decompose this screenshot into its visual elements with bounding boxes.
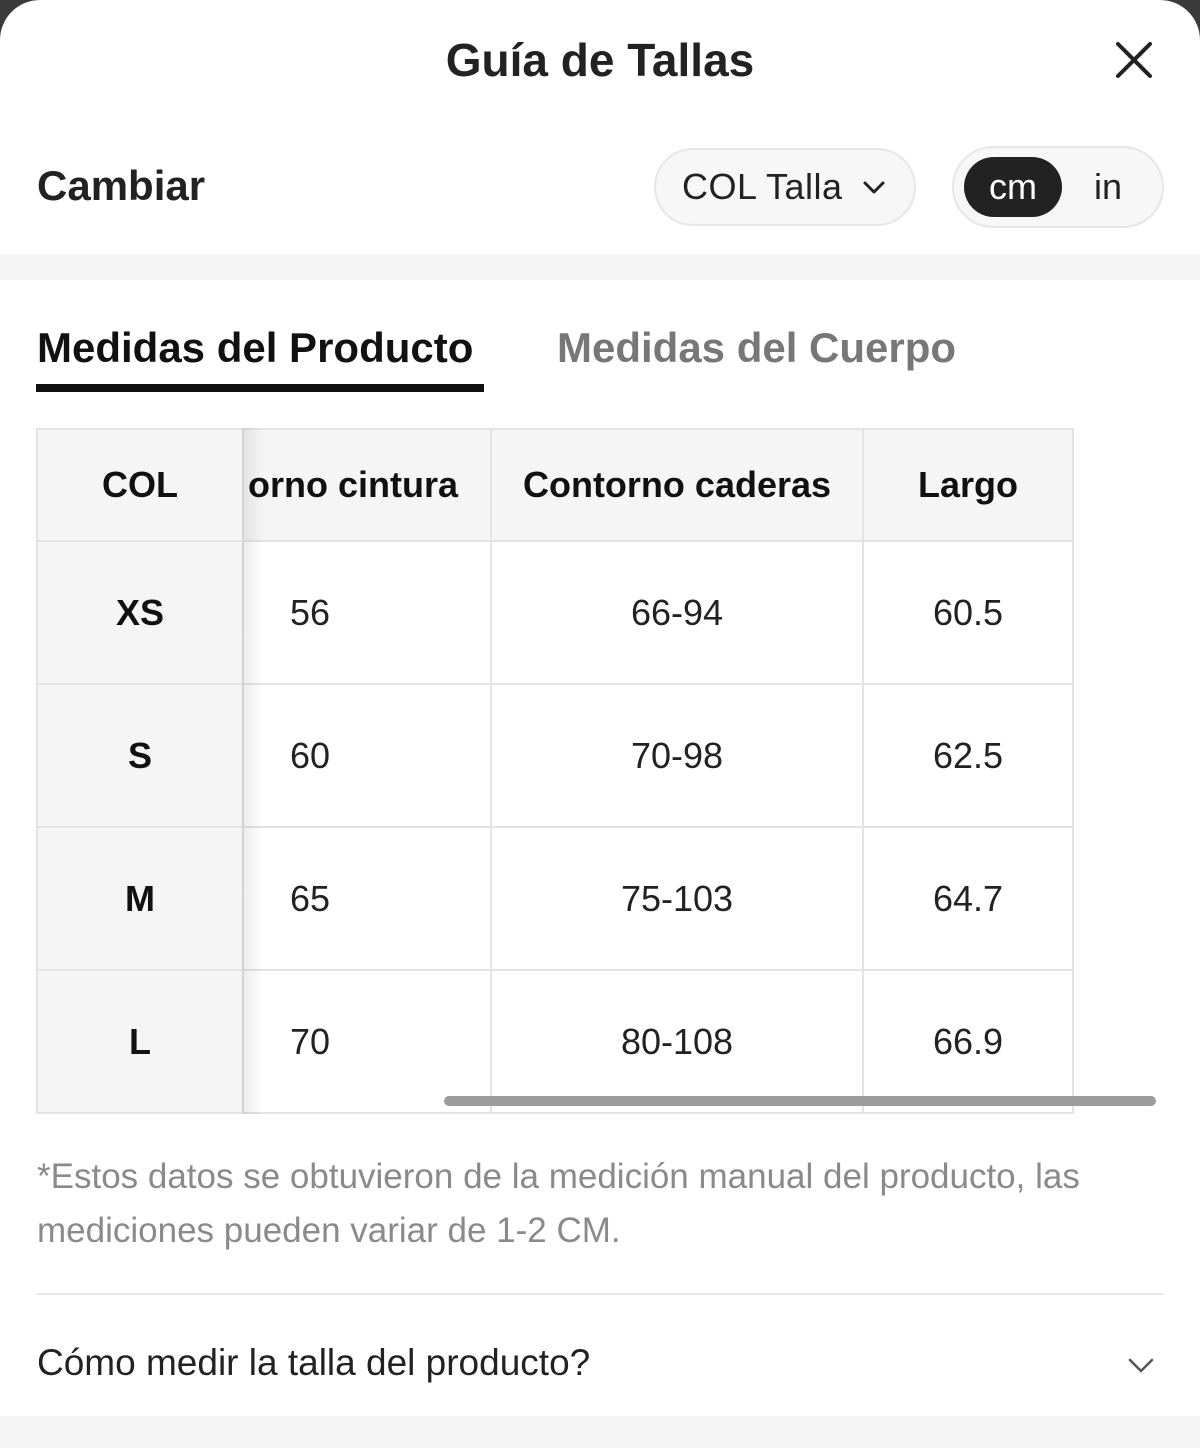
- chevron-down-icon[interactable]: [1126, 1350, 1156, 1380]
- tab-product-measurements[interactable]: Medidas del Producto: [37, 324, 474, 371]
- measurement-note: *Estos datos se obtuvieron de la medició…: [37, 1157, 1080, 1250]
- close-icon: [1116, 42, 1152, 78]
- chevron-down-icon: [861, 174, 887, 200]
- horizontal-scrollbar[interactable]: [444, 1096, 1156, 1106]
- size-cell: L: [36, 969, 244, 1114]
- size-cell: XS: [36, 540, 244, 685]
- length-cell: 60.5: [862, 540, 1074, 685]
- how-to-measure-link[interactable]: Cómo medir la talla del producto?: [37, 1342, 591, 1383]
- waist-cell: 65: [242, 826, 492, 971]
- hips-cell: 70-98: [490, 683, 864, 828]
- divider: [36, 1293, 1164, 1295]
- size-table-container[interactable]: COL orno cintura Contorno caderas Largo …: [36, 428, 1074, 1114]
- waist-cell: 60: [242, 683, 492, 828]
- length-cell: 64.7: [862, 826, 1074, 971]
- waist-cell: 70: [242, 969, 492, 1114]
- length-cell: 62.5: [862, 683, 1074, 828]
- length-cell: 66.9: [862, 969, 1074, 1114]
- table-row: XS 56 66-94 60.5: [36, 540, 1074, 685]
- header-size-system: COL: [36, 428, 244, 542]
- page-title: Guía de Tallas: [445, 34, 755, 86]
- table-row: S 60 70-98 62.5: [36, 683, 1074, 828]
- active-tab-indicator: [36, 384, 484, 392]
- table-row: M 65 75-103 64.7: [36, 826, 1074, 971]
- close-button[interactable]: [1112, 38, 1156, 82]
- section-divider-band: [0, 254, 1200, 280]
- size-cell: M: [36, 826, 244, 971]
- hips-cell: 66-94: [490, 540, 864, 685]
- table-header-row: COL orno cintura Contorno caderas Largo: [36, 428, 1074, 542]
- table-row: L 70 80-108 66.9: [36, 969, 1074, 1114]
- change-label: Cambiar: [37, 162, 206, 209]
- hips-cell: 80-108: [490, 969, 864, 1114]
- header-length: Largo: [862, 428, 1074, 542]
- waist-cell: 56: [242, 540, 492, 685]
- header-hips: Contorno caderas: [490, 428, 864, 542]
- unit-in-option[interactable]: in: [1093, 166, 1123, 207]
- hips-cell: 75-103: [490, 826, 864, 971]
- size-cell: S: [36, 683, 244, 828]
- size-system-value: COL Talla: [682, 166, 843, 207]
- unit-toggle: cm in: [952, 146, 1164, 228]
- bottom-band: [0, 1416, 1200, 1448]
- tab-body-measurements[interactable]: Medidas del Cuerpo: [557, 324, 957, 371]
- unit-cm-option[interactable]: cm: [964, 157, 1062, 217]
- size-system-dropdown[interactable]: COL Talla: [654, 148, 916, 226]
- header-waist: orno cintura: [242, 428, 492, 542]
- size-table: COL orno cintura Contorno caderas Largo …: [36, 428, 1074, 1114]
